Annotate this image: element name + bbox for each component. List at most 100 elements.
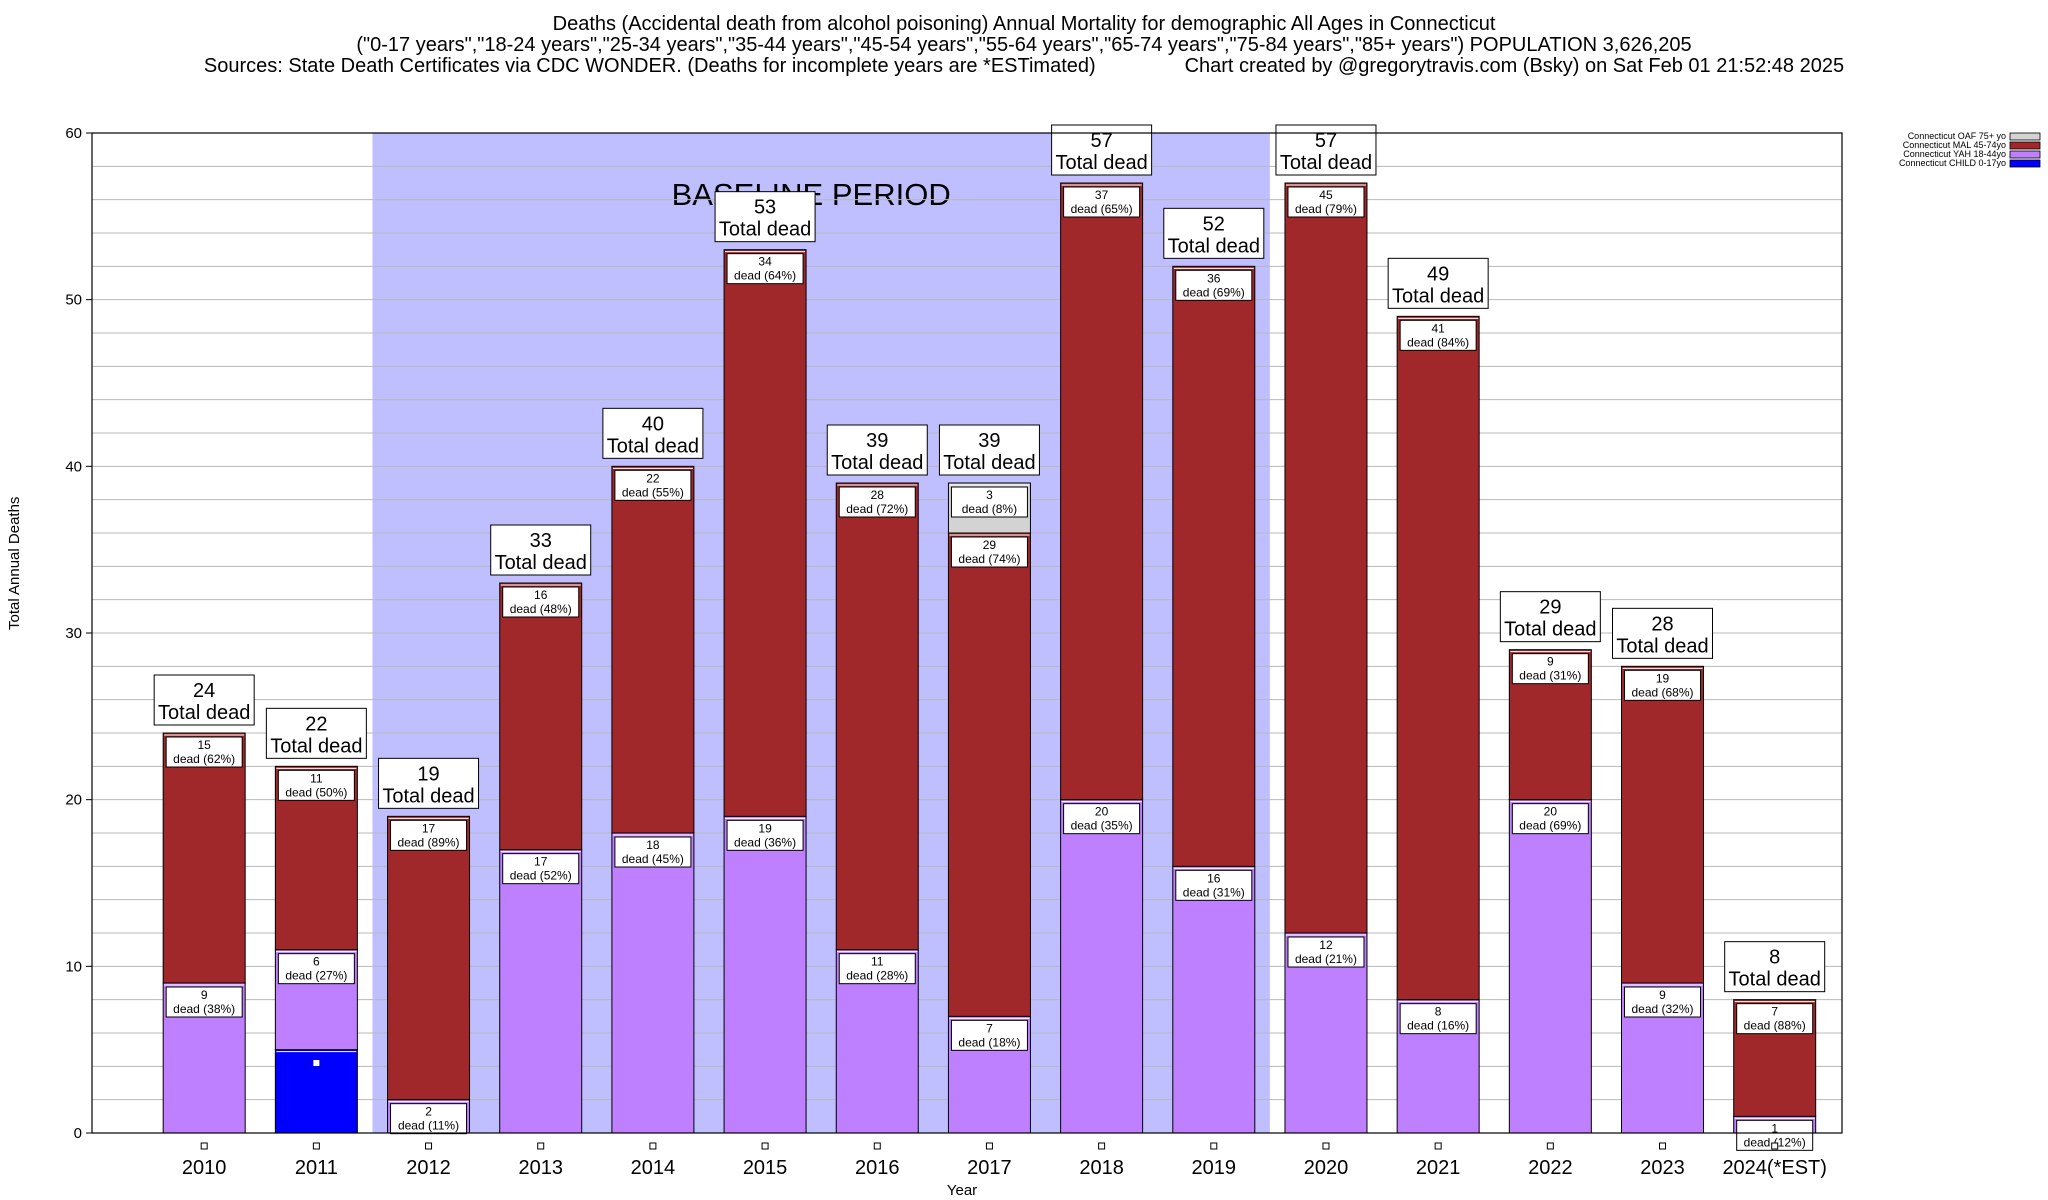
bar-segment	[499, 582, 583, 851]
x-axis-label: Year	[947, 1182, 977, 1199]
x-tick-label: 2018	[1079, 1157, 1124, 1179]
x-tick-label: 2021	[1416, 1157, 1461, 1179]
total-label-text: Total dead	[831, 452, 923, 474]
total-label-text: Total dead	[495, 552, 587, 574]
segment-label-percent: dead (21%)	[1295, 952, 1357, 966]
segment-label-percent: dead (8%)	[962, 502, 1017, 516]
segment-label-percent: dead (52%)	[510, 869, 572, 883]
segment-label-percent: dead (74%)	[958, 552, 1020, 566]
legend-label: Connecticut YAH 18-44yo	[1903, 149, 2006, 159]
segment-label-count: 9	[201, 988, 208, 1002]
total-label-value: 52	[1203, 213, 1225, 235]
segment-label-percent: dead (64%)	[734, 269, 796, 283]
x-tick-label: 2016	[855, 1157, 900, 1179]
x-tick-label: 2020	[1304, 1157, 1349, 1179]
segment-label-box	[1399, 1003, 1477, 1035]
x-tick-label: 2011	[295, 1157, 338, 1179]
plot-frame	[91, 132, 1843, 1134]
total-label-box	[938, 424, 1040, 476]
x-tick-marker	[1434, 1142, 1442, 1150]
bar-segment	[1172, 265, 1256, 867]
segment-label-count: 11	[871, 955, 884, 969]
segment-label-box	[838, 486, 916, 518]
segment-label-count: 19	[758, 821, 772, 835]
total-label-value: 28	[1651, 613, 1673, 635]
y-tick-label: 0	[74, 1125, 82, 1142]
segment-label-box	[1287, 936, 1365, 968]
y-tick-label: 20	[65, 792, 82, 809]
segment-label-count: 2	[425, 1105, 432, 1119]
segment-label-count: 17	[422, 821, 436, 835]
total-label-text: Total dead	[1616, 635, 1708, 657]
segment-label-box	[614, 836, 692, 868]
segment-label-box	[1063, 186, 1141, 218]
legend-label: Connecticut CHILD 0-17yo	[1899, 158, 2006, 168]
x-tick-label: 2017	[967, 1157, 1012, 1179]
segment-label-count: 37	[1095, 188, 1109, 202]
total-label-box	[1499, 591, 1601, 643]
segment-label-percent: dead (32%)	[1631, 1002, 1693, 1016]
chart-title: Deaths (Accidental death from alcohol po…	[552, 13, 1496, 35]
x-tick-label: 2019	[1192, 1157, 1237, 1179]
total-label-value: 39	[978, 430, 1000, 452]
segment-label-box	[1736, 1003, 1814, 1035]
segment-label-box	[165, 736, 243, 768]
segment-label-count: 15	[197, 738, 211, 752]
segment-label-percent: dead (62%)	[173, 752, 235, 766]
bar-segment	[1172, 865, 1256, 1134]
segment-label-count: 22	[646, 471, 660, 485]
bar-segment	[611, 832, 695, 1134]
segment-label-box	[502, 853, 580, 885]
segment-label-count: 34	[758, 255, 772, 269]
x-tick-marker	[985, 1142, 993, 1150]
x-tick-marker	[873, 1142, 881, 1150]
segment-label-count: 28	[871, 488, 885, 502]
total-label-value: 39	[866, 430, 888, 452]
y-tick-label: 60	[65, 125, 82, 142]
total-label-box	[153, 674, 255, 726]
total-label-box	[378, 757, 480, 809]
x-tick-marker	[1546, 1142, 1554, 1150]
segment-label-percent: dead (27%)	[285, 969, 347, 983]
total-label-text: Total dead	[719, 219, 811, 241]
bar-segment	[1621, 665, 1705, 984]
x-tick-marker	[1322, 1142, 1330, 1150]
total-label-text: Total dead	[1392, 285, 1484, 307]
segment-label-count: 19	[1656, 671, 1670, 685]
total-label-text: Total dead	[943, 452, 1035, 474]
segment-label-percent: dead (48%)	[510, 602, 572, 616]
segment-label-count: 7	[986, 1021, 993, 1035]
segment-label-box	[1399, 319, 1477, 351]
x-tick-label: 2022	[1528, 1157, 1573, 1179]
chart-title-block: Deaths (Accidental death from alcohol po…	[0, 14, 2048, 77]
x-tick-label: 2013	[518, 1157, 563, 1179]
y-tick-label: 40	[65, 458, 82, 475]
segment-label-percent: dead (84%)	[1407, 335, 1469, 349]
segment-label-percent: dead (89%)	[398, 835, 460, 849]
total-label-box	[1724, 941, 1826, 993]
segment-label-box	[1063, 803, 1141, 835]
total-label-value: 19	[417, 763, 439, 785]
x-tick-marker	[1210, 1142, 1218, 1150]
segment-label-count: 9	[1659, 988, 1666, 1002]
chart-subtitle-age-groups: ("0-17 years","18-24 years","25-34 years…	[356, 34, 1692, 56]
segment-label-percent: dead (69%)	[1183, 285, 1245, 299]
segment-label-box	[950, 1019, 1028, 1051]
bar-segment	[723, 249, 807, 817]
